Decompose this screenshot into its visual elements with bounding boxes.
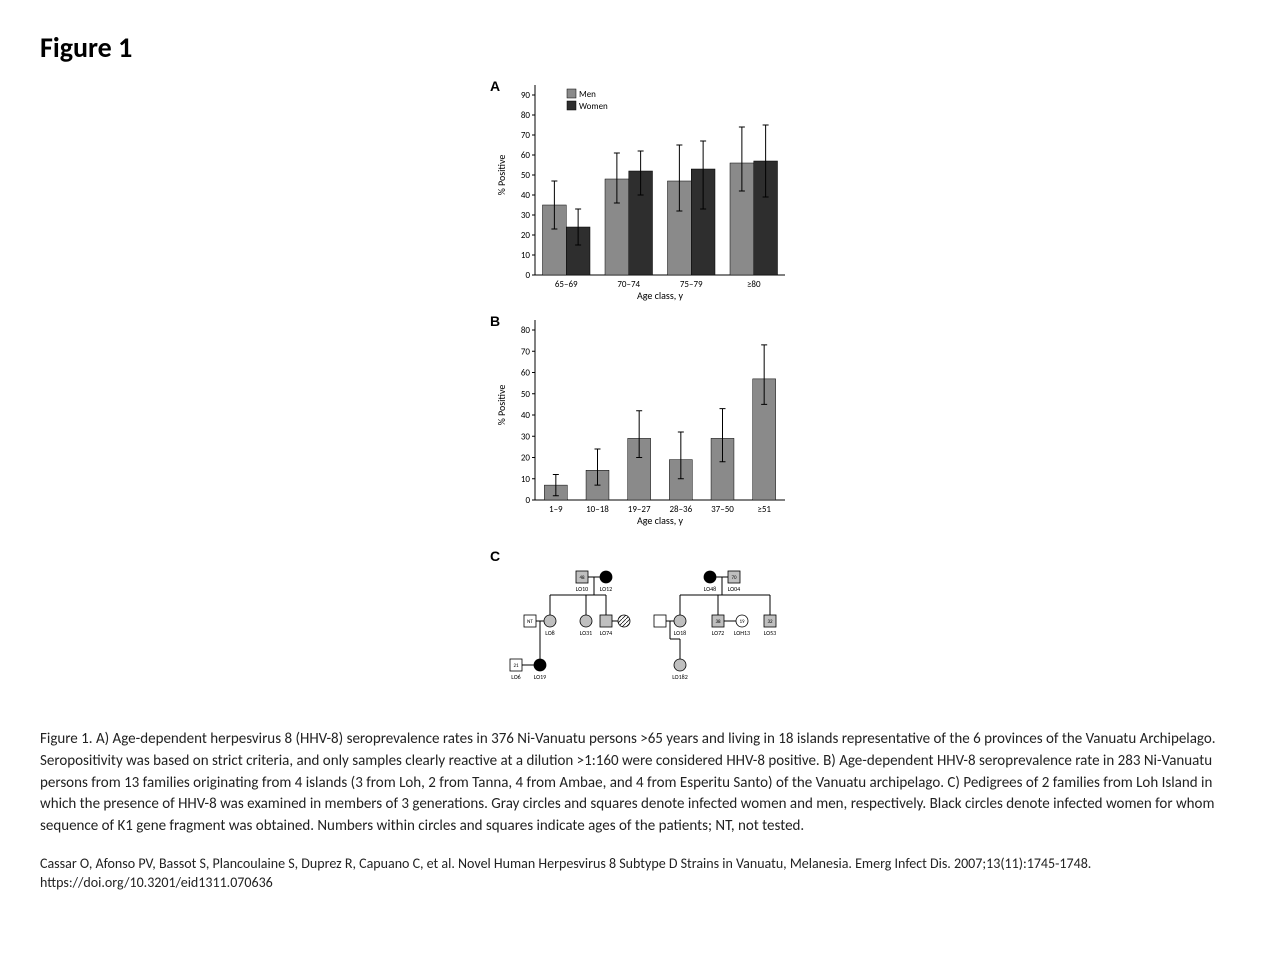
svg-text:60: 60 — [521, 368, 531, 379]
svg-text:10: 10 — [521, 474, 531, 485]
svg-text:Age class, y: Age class, y — [637, 514, 684, 527]
svg-text:32: 32 — [767, 619, 773, 625]
svg-text:20: 20 — [521, 230, 531, 241]
svg-text:LO18: LO18 — [674, 629, 686, 637]
svg-text:LO10: LO10 — [576, 585, 588, 593]
svg-text:65–69: 65–69 — [555, 279, 578, 290]
svg-text:LO19: LO19 — [534, 673, 546, 681]
svg-text:50: 50 — [521, 389, 531, 400]
svg-text:40: 40 — [521, 410, 531, 421]
svg-text:LO6: LO6 — [511, 673, 520, 681]
svg-text:80: 80 — [521, 325, 531, 336]
svg-text:0: 0 — [525, 495, 530, 506]
figure-svg: A0102030405060708090% Positive65–6970–74… — [475, 75, 805, 715]
svg-text:19: 19 — [739, 619, 745, 625]
svg-text:LO48: LO48 — [704, 585, 716, 593]
svg-text:B: B — [490, 313, 500, 329]
svg-text:38: 38 — [715, 619, 721, 625]
svg-text:LO72: LO72 — [712, 629, 724, 637]
svg-text:45: 45 — [603, 575, 609, 581]
svg-text:LO53: LO53 — [764, 629, 776, 637]
svg-text:70: 70 — [521, 130, 531, 141]
svg-text:≥51: ≥51 — [757, 504, 771, 515]
svg-text:LO31: LO31 — [580, 629, 592, 637]
svg-text:60: 60 — [521, 150, 531, 161]
svg-text:LO182: LO182 — [672, 673, 688, 681]
svg-text:Men: Men — [579, 89, 596, 100]
figure-title: Figure 1 — [40, 30, 1240, 65]
svg-text:LO12: LO12 — [600, 585, 612, 593]
svg-text:50: 50 — [521, 170, 531, 181]
svg-text:LO04: LO04 — [728, 585, 740, 593]
svg-text:40: 40 — [521, 190, 531, 201]
svg-text:Age class, y: Age class, y — [637, 289, 684, 302]
svg-text:0: 0 — [525, 270, 530, 281]
svg-text:NT: NT — [527, 619, 533, 625]
svg-text:21: 21 — [513, 663, 519, 669]
svg-text:70: 70 — [731, 575, 737, 581]
svg-text:% Positive: % Positive — [495, 385, 508, 426]
figure-caption: Figure 1. A) Age-dependent herpesvirus 8… — [40, 729, 1240, 838]
svg-text:10: 10 — [521, 250, 531, 261]
svg-text:A: A — [490, 78, 500, 94]
svg-text:37–50: 37–50 — [711, 504, 734, 515]
svg-text:90: 90 — [521, 90, 531, 101]
svg-text:10–18: 10–18 — [586, 504, 609, 515]
svg-text:30: 30 — [521, 431, 531, 442]
svg-text:C: C — [490, 548, 500, 564]
svg-text:1–9: 1–9 — [549, 504, 563, 515]
svg-text:LOH13: LOH13 — [734, 629, 750, 637]
svg-text:LO74: LO74 — [600, 629, 612, 637]
svg-text:80: 80 — [521, 110, 531, 121]
svg-text:70: 70 — [521, 346, 531, 357]
svg-text:% Positive: % Positive — [495, 155, 508, 196]
svg-text:64: 64 — [707, 575, 713, 581]
svg-text:20: 20 — [521, 453, 531, 464]
figure-container: A0102030405060708090% Positive65–6970–74… — [40, 75, 1240, 715]
figure-citation: Cassar O, Afonso PV, Bassot S, Plancoula… — [40, 854, 1240, 893]
svg-text:Women: Women — [579, 101, 608, 112]
svg-text:20: 20 — [537, 663, 543, 669]
svg-text:75–79: 75–79 — [680, 279, 703, 290]
svg-text:≥80: ≥80 — [747, 279, 761, 290]
svg-text:30: 30 — [521, 210, 531, 221]
svg-text:48: 48 — [579, 575, 585, 581]
svg-text:LO8: LO8 — [545, 629, 554, 637]
